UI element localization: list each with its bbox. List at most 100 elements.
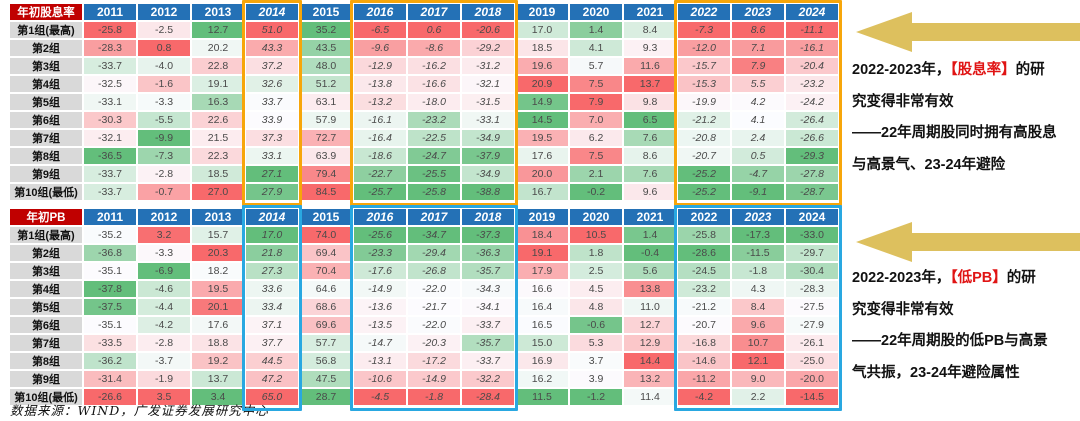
heatmap-cell: 35.2: [300, 22, 352, 38]
heatmap-cell: 17.6: [516, 148, 568, 164]
heatmap-cell: 10.7: [732, 335, 784, 351]
heatmap-cell: -22.5: [408, 130, 460, 146]
row-label: 第3组: [10, 263, 82, 279]
row-label: 第8组: [10, 353, 82, 369]
annotation-line: 2022-2023年，【股息率】的研: [852, 62, 1045, 78]
heatmap-cell: 2.2: [732, 389, 784, 405]
heatmap-cell: -25.0: [786, 353, 838, 369]
heatmap-cell: 15.0: [516, 335, 568, 351]
heatmap-cell: -35.2: [84, 227, 136, 243]
heatmap-cell: 37.3: [246, 130, 298, 146]
row-label: 第4组: [10, 281, 82, 297]
heatmap-cell: 19.1: [516, 245, 568, 261]
table-title-cell: 年初股息率: [10, 4, 82, 20]
heatmap-cell: 20.1: [192, 299, 244, 315]
annotation-line: 究变得非常有效: [852, 93, 954, 110]
heatmap-cell: 0.5: [732, 148, 784, 164]
heatmap-cell: 17.9: [516, 263, 568, 279]
heatmap-cell: 3.2: [138, 227, 190, 243]
heatmap-cell: 64.6: [300, 281, 352, 297]
heatmap-cell: 18.2: [192, 263, 244, 279]
table-row: 第1组(最高) -35.2 3.2 15.7 17.0 74.0 -25.6 -34.7 -37…: [10, 227, 838, 243]
year-header: 2018: [462, 209, 514, 225]
heatmap-cell: -26.6: [84, 389, 136, 405]
heatmap-cell: 84.5: [300, 184, 352, 200]
heatmap-cell: 12.7: [624, 317, 676, 333]
heatmap-cell: 9.0: [732, 371, 784, 387]
heatmap-cell: 48.0: [300, 58, 352, 74]
heatmap-cell: 1.4: [624, 227, 676, 243]
table-row: 第5组 -37.5 -4.4 20.1 33.4 68.6 -13.6 -21.7 -34.1 1…: [10, 299, 838, 315]
heatmap-cell: -16.2: [408, 58, 460, 74]
heatmap-cell: 19.6: [516, 58, 568, 74]
annotation-line: ——22年周期股的低PB与高景: [852, 333, 1048, 349]
heatmap-cell: 14.4: [624, 353, 676, 369]
heatmap-cell: -32.2: [462, 371, 514, 387]
heatmap-cell: -17.2: [408, 353, 460, 369]
heatmap-cell: 47.2: [246, 371, 298, 387]
heatmap-cell: -19.9: [678, 94, 730, 110]
heatmap-cell: -26.4: [786, 112, 838, 128]
heatmap-cell: 16.4: [516, 299, 568, 315]
heatmap-cell: 28.7: [300, 389, 352, 405]
heatmap-cell: -4.2: [678, 389, 730, 405]
heatmap-cell: -35.1: [84, 263, 136, 279]
year-header: 2011: [84, 4, 136, 20]
year-header: 2018: [462, 4, 514, 20]
year-header: 2012: [138, 209, 190, 225]
heatmap-cell: 16.5: [516, 317, 568, 333]
heatmap-cell: 43.3: [246, 40, 298, 56]
heatmap-cell: -36.2: [84, 353, 136, 369]
heatmap-cell: -30.4: [786, 263, 838, 279]
heatmap-cell: 8.6: [624, 148, 676, 164]
heatmap-cell: -0.2: [570, 184, 622, 200]
heatmap-cell: 3.5: [138, 389, 190, 405]
heatmap-cell: 0.8: [138, 40, 190, 56]
heatmap-cell: -37.5: [84, 299, 136, 315]
heatmap-cell: -20.7: [678, 317, 730, 333]
year-header: 2024: [786, 4, 838, 20]
heatmap-cell: -32.1: [84, 130, 136, 146]
heatmap-cell: 37.2: [246, 58, 298, 74]
heatmap-cell: -11.2: [678, 371, 730, 387]
heatmap-cell: 18.5: [192, 166, 244, 182]
heatmap-cell: 19.5: [516, 130, 568, 146]
heatmap-cell: 20.2: [192, 40, 244, 56]
heatmap-cell: 68.6: [300, 299, 352, 315]
heatmap-cell: -34.3: [462, 281, 514, 297]
year-header: 2013: [192, 209, 244, 225]
arrow-left-top: [856, 12, 1080, 57]
heatmap-cell: 14.9: [516, 94, 568, 110]
heatmap-cell: -21.2: [678, 299, 730, 315]
heatmap-cell: -0.6: [570, 317, 622, 333]
heatmap-cell: -33.5: [84, 335, 136, 351]
heatmap-cell: 37.7: [246, 335, 298, 351]
heatmap-cell: -24.5: [678, 263, 730, 279]
heatmap-cell: -0.7: [138, 184, 190, 200]
heatmap-cell: -18.0: [408, 94, 460, 110]
heatmap-cell: 3.7: [570, 353, 622, 369]
heatmap-cell: 6.5: [624, 112, 676, 128]
annotation-line: 气共振，23-24年避险属性: [852, 364, 1020, 381]
heatmap-cell: -11.1: [786, 22, 838, 38]
data-source-note: 数据来源：WIND，广发证券发展研究中心: [10, 403, 269, 418]
heatmap-cell: -33.7: [462, 317, 514, 333]
heatmap-cell: -6.5: [354, 22, 406, 38]
table-row: 第4组 -37.8 -4.6 19.5 33.6 64.6 -14.9 -22.0 -34.3 1…: [10, 281, 838, 297]
heatmap-cell: -28.7: [786, 184, 838, 200]
heatmap-cell: 7.9: [732, 58, 784, 74]
heatmap-cell: 19.1: [192, 76, 244, 92]
heatmap-cell: 33.4: [246, 299, 298, 315]
heatmap-cell: -12.9: [354, 58, 406, 74]
heatmap-cell: -26.1: [786, 335, 838, 351]
heatmap-cell: 63.1: [300, 94, 352, 110]
annotation-line: 2022-2023年，【低PB】的研: [852, 270, 1036, 286]
heatmap-cell: -2.8: [138, 166, 190, 182]
heatmap-cell: -3.3: [138, 245, 190, 261]
heatmap-cell: -24.2: [786, 94, 838, 110]
annotation-line: ——22年周期股同时拥有高股息: [852, 125, 1057, 141]
table-row: 第3组 -33.7 -4.0 22.8 37.2 48.0 -12.9 -16.2 -31.2 1…: [10, 58, 838, 74]
heatmap-cell: 20.9: [516, 76, 568, 92]
heatmap-cell: -21.7: [408, 299, 460, 315]
heatmap-cell: -1.8: [408, 389, 460, 405]
